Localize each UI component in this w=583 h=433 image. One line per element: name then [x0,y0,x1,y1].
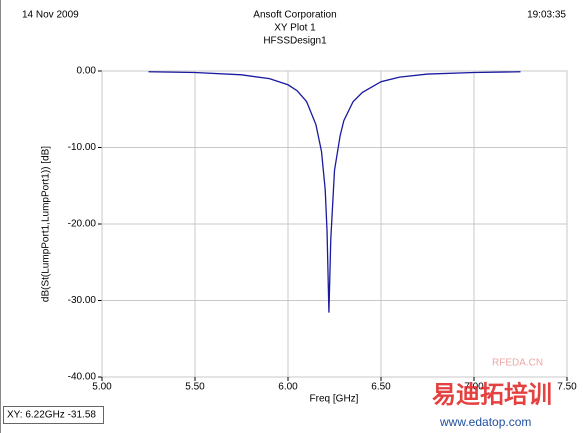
x-tick-label: 5.00 [92,382,112,393]
x-tick-label: 7.50 [557,382,577,393]
header-date: 14 Nov 2009 [22,10,79,21]
watermark-url: www.edatop.com [439,415,531,429]
x-tick-label: 6.50 [371,382,391,393]
x-tick-label: 6.00 [278,382,298,393]
chart-subtitle: HFSSDesign1 [263,36,327,47]
status-box [3,406,104,424]
x-axis-label: Freq [GHz] [310,394,359,405]
y-tick-label: -30.00 [68,295,97,306]
header-company: Ansoft Corporation [253,10,336,21]
y-tick-label: -40.00 [68,372,97,383]
y-tick-label: 0.00 [77,66,97,77]
watermark-site: RFEDA.CN [492,358,543,369]
chart-title: XY Plot 1 [274,23,316,34]
y-tick-label: -20.00 [68,219,97,230]
y-tick-label: -10.00 [68,142,97,153]
status-text: XY: 6.22GHz -31.58 [7,410,96,421]
data-line [148,71,521,313]
x-tick-label: 7.00 [464,382,484,393]
watermark-brand: 易迪拓培训 [432,380,552,408]
header-time: 19:03:35 [527,10,566,21]
y-axis-label: dB(St(LumpPort1,LumpPort1)) [dB] [41,146,52,302]
x-tick-label: 5.50 [185,382,205,393]
